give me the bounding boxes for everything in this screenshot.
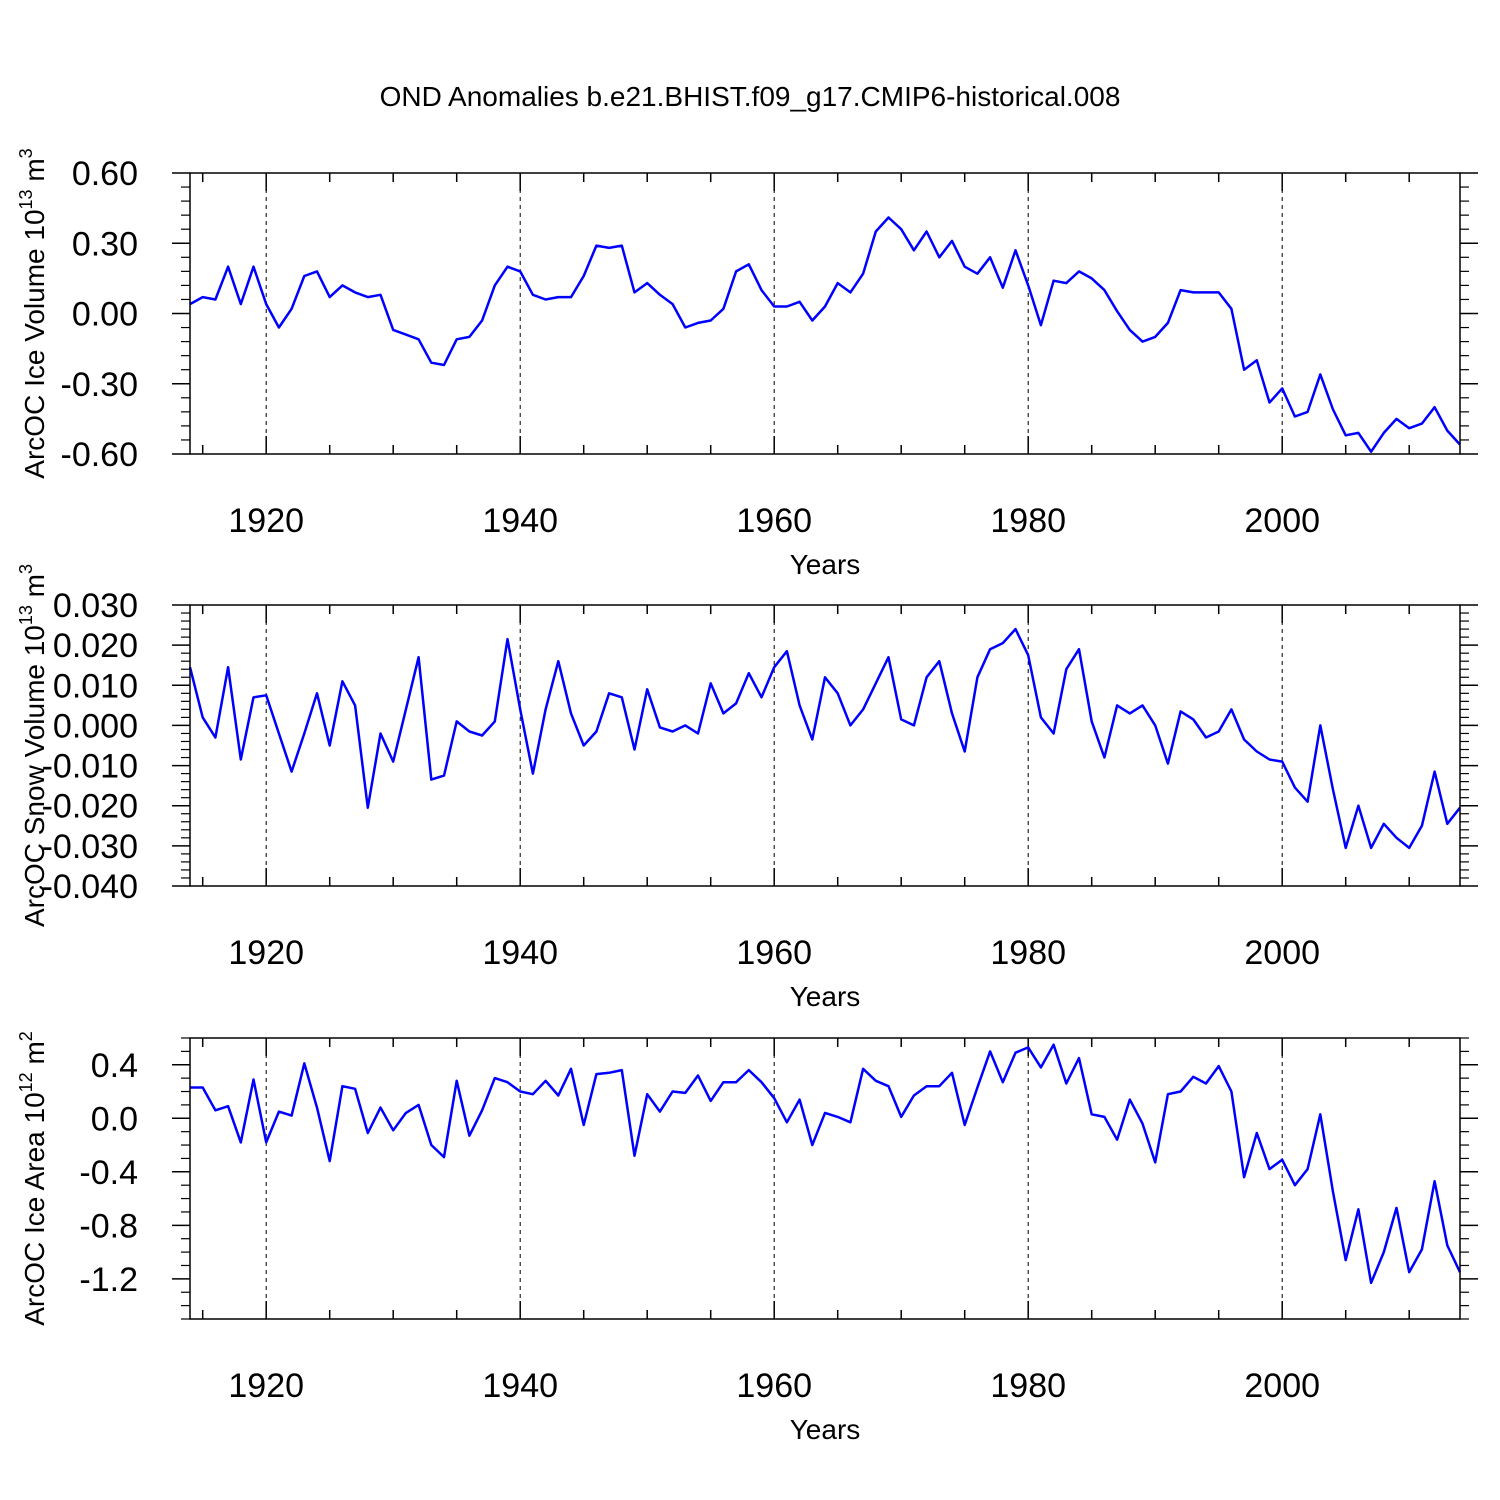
x-tick-label: 1940 — [482, 934, 558, 972]
panel-2: -0.040-0.030-0.020-0.0100.0000.0100.0200… — [16, 564, 1478, 1012]
y-tick-label: -0.020 — [42, 788, 138, 826]
series-line — [188, 627, 1461, 850]
y-tick-label: 0.000 — [53, 707, 138, 745]
y-tick-label: 0.4 — [91, 1047, 138, 1085]
y-tick-label: -0.60 — [61, 436, 139, 474]
y-tick-label: 0.020 — [53, 627, 138, 665]
y-tick-label: 0.0 — [91, 1100, 138, 1138]
y-tick-label: -0.4 — [79, 1154, 138, 1192]
x-tick-label: 1940 — [482, 1367, 558, 1405]
series-line — [190, 1043, 1462, 1285]
plot-frame — [189, 1037, 1461, 1320]
x-axis-label: Years — [790, 549, 861, 580]
y-tick-label: 0.010 — [53, 667, 138, 705]
y-tick-label: -0.8 — [79, 1207, 138, 1245]
x-tick-label: 1920 — [228, 934, 304, 972]
x-tick-label: 1960 — [736, 1367, 812, 1405]
x-tick-label: 1980 — [990, 1367, 1066, 1405]
y-tick-label: -0.030 — [42, 828, 138, 866]
x-axis-label: Years — [790, 981, 861, 1012]
y-tick-label: -0.010 — [42, 748, 138, 786]
plot-frame — [189, 604, 1461, 887]
x-tick-label: 1980 — [990, 934, 1066, 972]
y-tick-label: -1.2 — [79, 1261, 138, 1299]
panel-3: -1.2 -0.8 -0.4 0.0 0.4 1920 1940 1960 1980 2000 Ye… — [16, 1031, 1478, 1445]
series-line — [189, 216, 1461, 453]
y-axis-label: ArcOC Snow Volume 1013 m3 — [16, 564, 50, 927]
panel-1: -0.60 -0.30 0.00 0.30 0.60 1920 1940 1960 1980 20… — [16, 148, 1478, 580]
x-tick-label: 2000 — [1244, 502, 1320, 540]
y-tick-label: 0.030 — [53, 587, 138, 625]
chart-title: OND Anomalies b.e21.BHIST.f09_g17.CMIP6-… — [380, 81, 1121, 112]
x-tick-label: 1920 — [228, 1367, 304, 1405]
y-tick-label: 0.60 — [72, 155, 138, 193]
y-axis-label: ArcOC Ice Area 1012 m2 — [16, 1031, 50, 1326]
plot-frame — [189, 172, 1461, 455]
y-axis-label: ArcOC Ice Volume 1013 m3 — [16, 148, 50, 478]
x-tick-label: 1960 — [736, 934, 812, 972]
x-tick-label: 1940 — [482, 502, 558, 540]
y-tick-label: -0.040 — [42, 868, 138, 906]
y-tick-label: 0.00 — [72, 296, 138, 334]
y-tick-label: -0.30 — [61, 366, 139, 404]
x-tick-label: 1960 — [736, 502, 812, 540]
x-axis-label: Years — [790, 1414, 861, 1445]
y-tick-label: 0.30 — [72, 225, 138, 263]
x-tick-label: 2000 — [1244, 1367, 1320, 1405]
x-tick-label: 2000 — [1244, 934, 1320, 972]
x-tick-label: 1980 — [990, 502, 1066, 540]
x-tick-label: 1920 — [228, 502, 304, 540]
